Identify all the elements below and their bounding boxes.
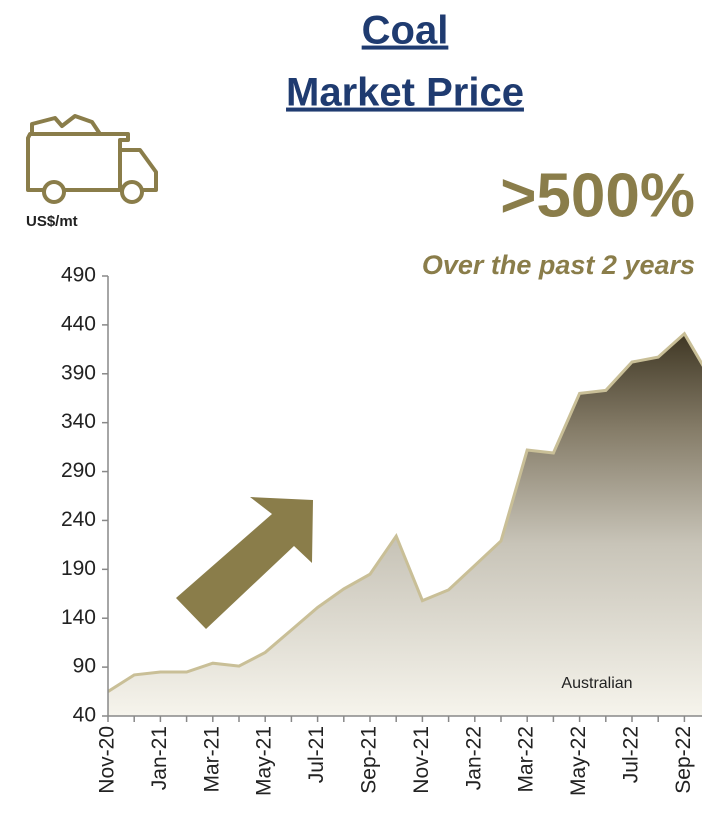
y-axis-label: US$/mt (26, 213, 78, 230)
x-tick-label: Jul-21 (305, 726, 328, 783)
series (108, 331, 702, 716)
x-tick-label: Jul-22 (620, 726, 643, 783)
x-tick-label: Sep-22 (672, 726, 695, 794)
y-tick-label: 290 (61, 459, 96, 482)
x-tick-label: Mar-21 (200, 726, 223, 793)
truck-icon (26, 114, 158, 204)
area (108, 333, 702, 716)
chart-title: Coal (362, 9, 449, 53)
x-tick-label: Jan-22 (462, 726, 485, 790)
y-tick-label: 90 (73, 655, 96, 678)
x-tick-label: Sep-21 (358, 726, 381, 794)
legend-label: Australian (561, 675, 632, 692)
trend-arrow (176, 497, 313, 629)
x-tick-label: Jan-21 (148, 726, 171, 790)
y-tick-label: 390 (61, 361, 96, 384)
y-tick-label: 490 (61, 264, 96, 287)
annotation: >500% (500, 161, 695, 230)
y-tick-label: 240 (61, 508, 96, 531)
y-tick-label: 40 (73, 704, 96, 727)
chart-subtitle: Market Price (286, 71, 524, 115)
x-tick-label: May-22 (567, 726, 590, 796)
x-tick-label: Nov-20 (96, 726, 119, 794)
x-tick-label: May-21 (253, 726, 276, 796)
x-tick-label: Mar-22 (515, 726, 538, 793)
y-tick-label: 140 (61, 606, 96, 629)
y-tick-label: 440 (61, 312, 96, 335)
x-tick-label: Nov-21 (410, 726, 433, 794)
line (108, 331, 702, 693)
annotation: Over the past 2 years (422, 250, 695, 280)
y-tick-label: 190 (61, 557, 96, 580)
y-tick-label: 340 (61, 410, 96, 433)
